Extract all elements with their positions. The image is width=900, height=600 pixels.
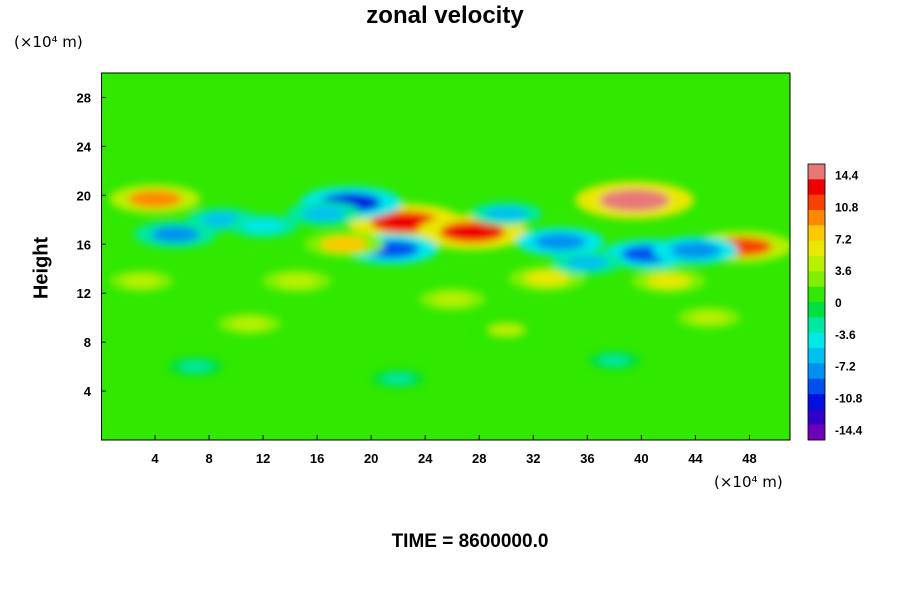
x-tick-label: 28	[472, 451, 486, 466]
field-feature	[599, 189, 670, 212]
colorbar-swatch	[808, 378, 825, 395]
field-feature	[534, 233, 587, 251]
colorbar-swatch	[808, 210, 825, 226]
colorbar-swatch	[808, 394, 825, 410]
x-tick-label: 12	[256, 451, 270, 466]
colorbar-swatch	[808, 225, 825, 241]
colorbar-swatch	[808, 348, 825, 364]
x-axis-unit-label: (×10⁴ m)	[714, 473, 783, 491]
colorbar-swatch	[808, 164, 825, 180]
colorbar-tick-label: -3.6	[835, 328, 856, 342]
field-feature	[230, 317, 269, 331]
field-feature	[179, 361, 212, 373]
field-feature	[670, 242, 721, 259]
colorbar-swatch	[808, 302, 825, 318]
field-feature	[382, 373, 414, 385]
x-tick-label: 24	[418, 451, 433, 466]
plot-frame	[101, 72, 791, 441]
x-axis: 4 8 12 16 20 24 28 32 36 40 44 48	[151, 435, 757, 466]
field-feature	[690, 311, 728, 324]
colorbar-frame	[807, 163, 826, 441]
field-feature	[150, 226, 200, 243]
x-tick-label: 48	[742, 451, 756, 466]
colorbar: 14.4 10.8 7.2 3.6 0 -3.6 -7.2 -10.8 -14.4	[807, 163, 863, 441]
y-tick-label: 8	[84, 335, 91, 350]
y-axis-unit-label: (×10⁴ m)	[14, 33, 83, 51]
field-feature	[524, 271, 570, 286]
colorbar-tick-label: -14.4	[835, 423, 863, 437]
field-feature	[128, 190, 182, 208]
colorbar-swatch	[808, 409, 825, 425]
field-feature	[242, 219, 284, 233]
colorbar-tick-label: 14.4	[835, 169, 859, 183]
field-feature	[598, 355, 630, 366]
field-features	[109, 181, 790, 388]
colorbar-swatch	[808, 363, 825, 379]
plot-area	[101, 72, 791, 441]
field-feature	[432, 292, 472, 306]
field-feature	[566, 255, 609, 270]
field-feature	[302, 206, 346, 221]
y-tick-label: 4	[84, 384, 92, 399]
colorbar-swatch	[808, 424, 825, 441]
y-tick-label: 28	[77, 90, 91, 105]
field-feature	[440, 221, 505, 243]
y-tick-label: 24	[77, 139, 92, 154]
x-tick-label: 40	[634, 451, 648, 466]
colorbar-swatch	[808, 332, 825, 349]
colorbar-tick-label: -7.2	[835, 360, 856, 374]
field-feature	[646, 273, 691, 289]
field-feature	[320, 236, 368, 252]
x-tick-label: 16	[310, 451, 324, 466]
field-feature	[488, 323, 525, 336]
x-tick-label: 36	[580, 451, 594, 466]
y-axis: 4 8 12 16 20 24 28	[77, 90, 106, 399]
x-tick-label: 8	[205, 451, 212, 466]
x-tick-label: 32	[526, 451, 540, 466]
colorbar-swatch	[808, 256, 825, 272]
y-tick-label: 20	[77, 188, 91, 203]
colorbar-tick-label: -10.8	[835, 392, 863, 406]
colorbar-tick-label: 0	[835, 296, 842, 310]
time-label: TIME = 8600000.0	[391, 531, 549, 552]
colorbar-swatch	[808, 286, 825, 303]
x-tick-label: 44	[688, 451, 703, 466]
colorbar-tick-label: 10.8	[835, 200, 859, 214]
colorbar-swatch	[808, 271, 825, 287]
velocity-field	[101, 73, 790, 440]
field-feature	[276, 274, 318, 288]
y-tick-label: 12	[77, 286, 91, 301]
chart-title: zonal velocity	[366, 2, 524, 29]
x-tick-label: 20	[364, 451, 378, 466]
field-feature	[485, 206, 528, 221]
colorbar-swatch	[808, 194, 825, 211]
colorbar-swatch	[808, 317, 825, 333]
colorbar-tick-label: 3.6	[835, 264, 852, 278]
field-feature	[122, 274, 161, 288]
y-tick-label: 16	[77, 237, 91, 252]
colorbar-swatch	[808, 240, 825, 257]
colorbar-tick-label: 7.2	[835, 232, 852, 246]
colorbar-swatch	[808, 179, 825, 195]
x-tick-label: 4	[151, 451, 159, 466]
